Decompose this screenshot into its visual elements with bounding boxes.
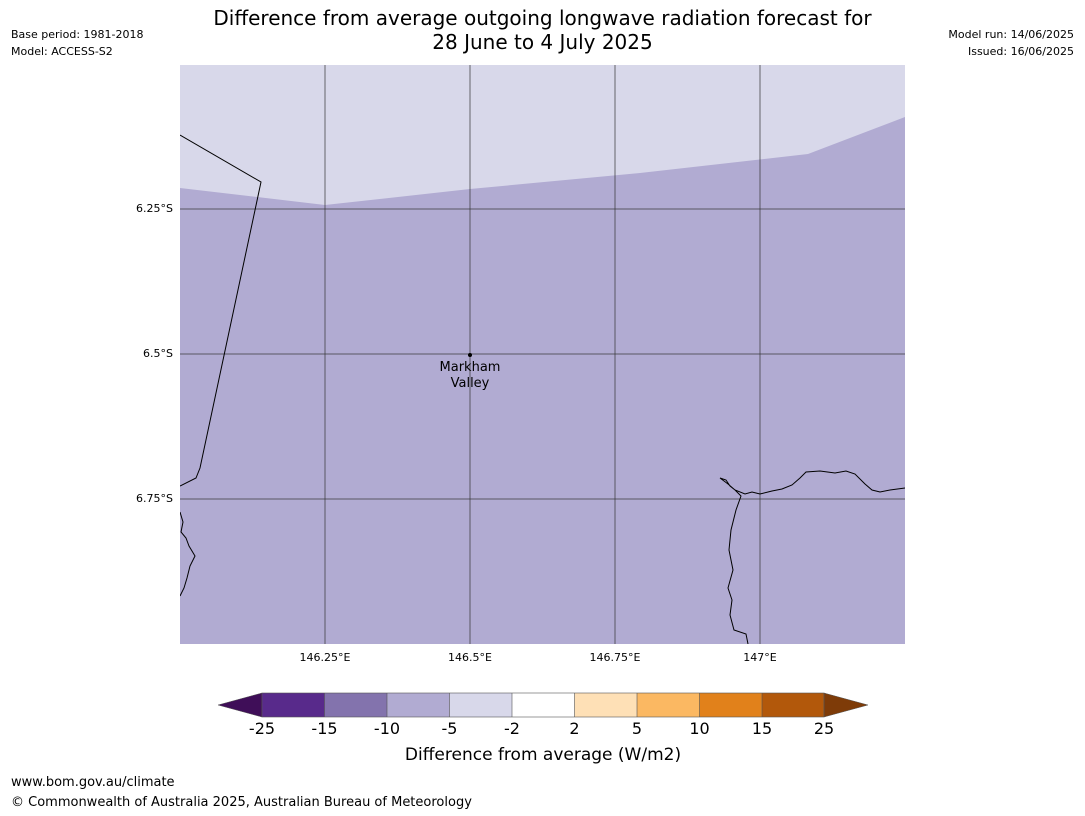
colorbar-extend-high <box>823 692 869 718</box>
lon-label-146-75: 146.75°E <box>589 651 641 664</box>
lat-label-6-75: 6.75°S <box>136 492 173 505</box>
lat-label-6-5: 6.5°S <box>143 347 173 360</box>
colorbar-swatch <box>637 693 700 717</box>
province-boundary <box>180 134 262 487</box>
colorbar-tick-label: -15 <box>311 719 338 738</box>
header-right-meta: Model run: 14/06/2025 Issued: 16/06/2025 <box>948 26 1074 60</box>
place-label-line2: Valley <box>450 376 490 391</box>
colorbar-swatch <box>449 693 512 717</box>
lon-label-146-25: 146.25°E <box>299 651 351 664</box>
colorbar-tick-label: 10 <box>689 719 710 738</box>
map-title-line2: 28 June to 4 July 2025 <box>432 30 653 54</box>
coastline-west <box>180 511 196 597</box>
colorbar-extend-low <box>217 692 263 718</box>
colorbar-swatch <box>512 693 575 717</box>
lon-label-147: 147°E <box>743 651 777 664</box>
map-title: Difference from average outgoing longwav… <box>150 6 935 54</box>
colorbar-tick-label: -5 <box>441 719 458 738</box>
map-graticule <box>180 65 905 644</box>
map-fill-minus5-to-minus2 <box>180 65 905 205</box>
colorbar-tick-label: 2 <box>569 719 580 738</box>
colorbar-swatch <box>262 693 325 717</box>
colorbar-tick-label: 5 <box>631 719 643 738</box>
colorbar-swatch <box>762 693 824 717</box>
colorbar-tick-label: 15 <box>751 719 773 738</box>
colorbar-title: Difference from average (W/m2) <box>404 745 682 765</box>
lon-label-146-5: 146.5°E <box>448 651 492 664</box>
model-text: Model: ACCESS-S2 <box>11 45 113 58</box>
colorbar-swatch <box>387 693 450 717</box>
coastline-east <box>719 470 905 644</box>
colorbar <box>217 692 869 718</box>
issued-text: Issued: 16/06/2025 <box>967 45 1074 58</box>
colorbar-tick-label: -25 <box>248 719 276 738</box>
colorbar-tick-label: -10 <box>373 719 401 738</box>
header-left-meta: Base period: 1981-2018 Model: ACCESS-S2 <box>11 26 143 60</box>
colorbar-frame <box>261 692 825 718</box>
colorbar-swatch <box>324 693 387 717</box>
colorbar-tick-label: 25 <box>813 719 835 738</box>
footer-url[interactable]: www.bom.gov.au/climate <box>11 775 175 790</box>
place-label-line1: Markham <box>439 360 501 375</box>
colorbar-tick-label: -2 <box>504 719 520 738</box>
lat-label-6-25: 6.25°S <box>136 202 173 215</box>
base-period-text: Base period: 1981-2018 <box>11 28 144 41</box>
footer-copyright: © Commonwealth of Australia 2025, Austra… <box>11 795 472 810</box>
colorbar-swatch <box>699 693 762 717</box>
place-label-markham-valley: Markham Valley <box>420 360 520 392</box>
map-title-line1: Difference from average outgoing longwav… <box>213 6 872 30</box>
model-run-text: Model run: 14/06/2025 <box>948 28 1074 41</box>
markham-valley-marker-icon <box>468 353 472 357</box>
colorbar-swatch <box>574 693 637 717</box>
